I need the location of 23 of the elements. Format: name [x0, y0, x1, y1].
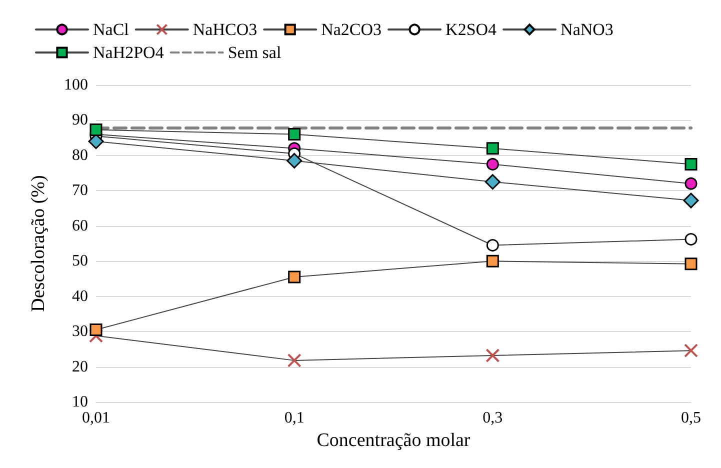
y-tick-label: 70 — [72, 182, 88, 200]
legend-label: K2SO4 — [446, 20, 498, 39]
legend-label: NaHCO3 — [192, 20, 258, 39]
y-tick-label: 10 — [72, 394, 88, 410]
x-tick-label: 0,5 — [681, 410, 701, 426]
legend-label: NaNO3 — [560, 20, 614, 39]
x-tick-label: 0,3 — [482, 410, 503, 426]
legend-label: NaCl — [93, 20, 130, 39]
y-tick-label: 60 — [72, 217, 88, 234]
x-axis-title: Concentração molar — [316, 430, 471, 451]
legend-label: Na2CO3 — [321, 20, 382, 39]
y-tick-label: 40 — [72, 288, 88, 305]
legend-label: NaH2PO4 — [93, 43, 164, 62]
y-tick-label: 30 — [72, 323, 88, 340]
y-tick-label: 20 — [72, 358, 88, 376]
x-tick-label: 0,1 — [284, 410, 304, 426]
y-tick-label: 50 — [72, 252, 88, 270]
y-axis-title: Descoloração (%) — [28, 175, 49, 312]
legend-label: Sem sal — [228, 43, 282, 62]
x-tick-label: 0,01 — [82, 410, 110, 426]
y-tick-label: 100 — [64, 76, 88, 94]
y-tick-label: 80 — [72, 146, 88, 164]
y-tick-label: 90 — [72, 112, 88, 129]
